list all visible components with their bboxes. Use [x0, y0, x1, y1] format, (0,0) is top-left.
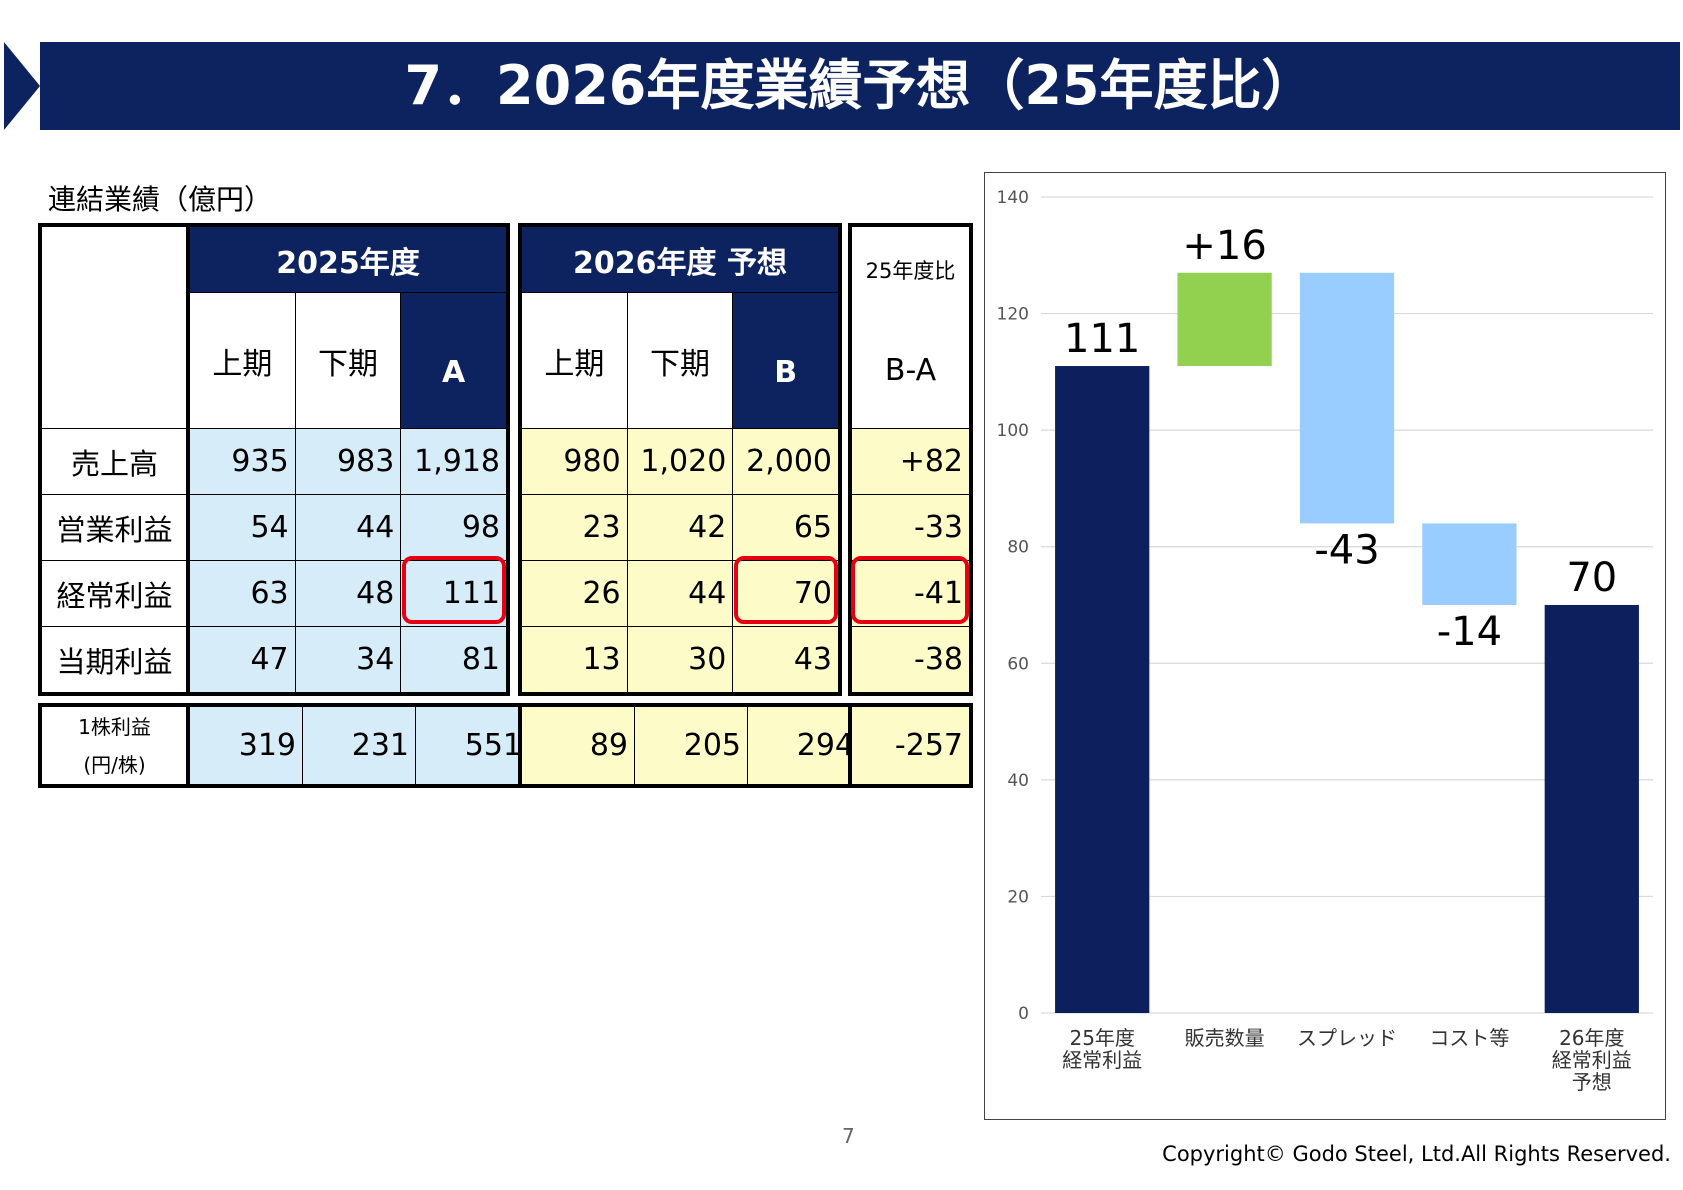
table-caption: 連結業績（億円）: [48, 183, 273, 216]
cell: -257: [851, 706, 970, 785]
data-label: 111: [1064, 316, 1140, 362]
fy2026-header: 2026年度 予想: [521, 226, 839, 293]
category-label: コスト等: [1429, 1026, 1509, 1050]
fy2026-table: 2026年度 予想 上期 下期 B 980 1,020 2,000 23 42 …: [518, 223, 842, 696]
cell: 294: [747, 706, 861, 785]
y-tick-label: 80: [1007, 538, 1029, 558]
row-label-operating-profit: 営業利益: [41, 494, 188, 561]
cell: 1,918: [400, 428, 507, 495]
waterfall-bar: [1299, 272, 1395, 524]
cell: 205: [634, 706, 748, 785]
ratio-table: 25年度比 B-A +82 -33 -41 -38: [848, 223, 973, 696]
cell: -33: [851, 494, 970, 561]
cell: 231: [302, 706, 416, 785]
ratio-header: 25年度比 B-A: [851, 226, 970, 429]
y-tick-label: 60: [1007, 654, 1029, 674]
col-a-header: A: [400, 292, 507, 429]
cell: 70: [732, 560, 839, 627]
eps-fy2026-table: 89 205 294: [518, 703, 864, 788]
y-tick-label: 20: [1007, 887, 1029, 907]
cell: 30: [626, 626, 734, 693]
cell: 34: [294, 626, 402, 693]
page-number: 7: [842, 1124, 855, 1148]
y-tick-label: 120: [997, 305, 1029, 325]
y-tick-label: 0: [1018, 1004, 1029, 1024]
fy2026-h1-header: 上期: [521, 292, 628, 429]
waterfall-bar: [1422, 523, 1517, 605]
highlight-b-ordinary: [734, 556, 838, 624]
ratio-header-label: 25年度比: [865, 259, 956, 283]
eps-ratio-table: -257: [848, 703, 973, 788]
col-b-header: B: [732, 292, 839, 429]
page-title: 7．2026年度業績予想（25年度比）: [404, 54, 1316, 117]
row-label-sales: 売上高: [41, 428, 188, 495]
data-label: 70: [1566, 555, 1617, 601]
fy2025-header: 2025年度: [189, 226, 507, 293]
cell: 63: [189, 560, 296, 627]
waterfall-bar: [1544, 605, 1639, 1013]
cell: 2,000: [732, 428, 839, 495]
cell: +82: [851, 428, 970, 495]
cell: 44: [626, 560, 734, 627]
eps-label: 1株利益 (円/株): [41, 706, 188, 785]
fy2025-h1-header: 上期: [189, 292, 296, 429]
data-label: -14: [1437, 609, 1502, 655]
cell: 47: [189, 626, 296, 693]
y-tick-label: 140: [997, 188, 1029, 208]
category-label: 26年度: [1559, 1026, 1624, 1050]
y-tick-label: 40: [1007, 771, 1029, 791]
cell: 23: [521, 494, 628, 561]
cell: 98: [400, 494, 507, 561]
fy2025-h2-header: 下期: [294, 292, 402, 429]
cell: 1,020: [626, 428, 734, 495]
cell: 65: [732, 494, 839, 561]
waterfall-bar: [1177, 272, 1272, 367]
copyright: Copyright© Godo Steel, Ltd.All Rights Re…: [1162, 1142, 1671, 1166]
cell: 44: [294, 494, 402, 561]
category-label: 販売数量: [1185, 1026, 1265, 1050]
category-label: 経常利益: [1062, 1048, 1142, 1072]
y-tick-label: 100: [997, 421, 1029, 441]
category-label: 予想: [1572, 1070, 1612, 1094]
highlight-diff-ordinary: [851, 556, 969, 624]
cell: 26: [521, 560, 628, 627]
cell: 54: [189, 494, 296, 561]
header-blank: [41, 226, 188, 429]
cell: 13: [521, 626, 628, 693]
cell: -41: [851, 560, 970, 627]
col-ba-header: B-A: [884, 353, 937, 388]
category-label: スプレッド: [1297, 1026, 1397, 1050]
eps-fy2025-table: 319 231 551: [186, 703, 532, 788]
eps-label-line1: 1株利益: [78, 714, 151, 739]
cell: 983: [294, 428, 402, 495]
row-label-ordinary-profit: 経常利益: [41, 560, 188, 627]
cell: 48: [294, 560, 402, 627]
eps-label-line2: (円/株): [83, 752, 146, 777]
waterfall-chart: 02040608010012014011125年度経常利益+16販売数量-43ス…: [997, 188, 1653, 1094]
title-arrow-icon: [4, 42, 40, 130]
fy2025-table: 2025年度 上期 下期 A 935 983 1,918 54 44 98 63…: [186, 223, 510, 696]
cell: 980: [521, 428, 628, 495]
cell: 42: [626, 494, 734, 561]
cell: 319: [189, 706, 303, 785]
waterfall-bar: [1055, 366, 1150, 1013]
cell: -38: [851, 626, 970, 693]
fy2026-h2-header: 下期: [626, 292, 734, 429]
category-label: 経常利益: [1552, 1048, 1632, 1072]
cell: 43: [732, 626, 839, 693]
data-label: +16: [1182, 223, 1266, 269]
eps-label-table: 1株利益 (円/株): [38, 703, 191, 788]
cell: 551: [415, 706, 529, 785]
cell: 89: [521, 706, 635, 785]
row-label-net-profit: 当期利益: [41, 626, 188, 693]
highlight-a-ordinary: [402, 556, 506, 624]
category-label: 25年度: [1069, 1026, 1134, 1050]
cell: 935: [189, 428, 296, 495]
cell: 81: [400, 626, 507, 693]
row-label-table: 売上高 営業利益 経常利益 当期利益: [38, 223, 191, 696]
title-bar: [40, 42, 1680, 130]
chart-frame: 0 20 40 60 80 100 120 140 111 25年度 経常利益 +16 販売数量 -43 ス…: [984, 172, 1666, 1120]
data-label: -43: [1314, 527, 1379, 573]
cell: 111: [400, 560, 507, 627]
